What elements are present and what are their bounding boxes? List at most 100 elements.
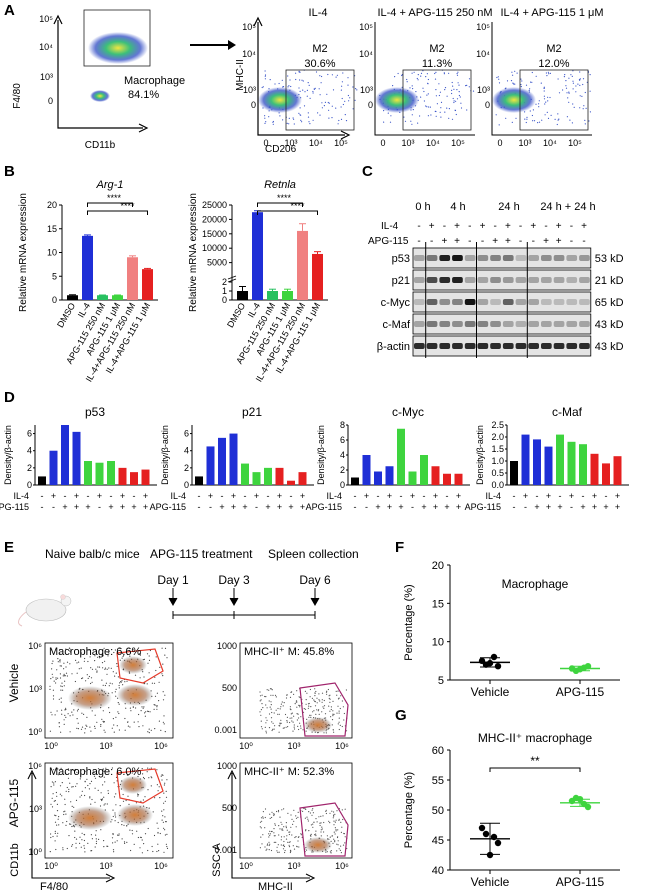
event-dot xyxy=(59,673,62,675)
event-dot xyxy=(336,843,338,845)
event-dot xyxy=(69,731,71,733)
event-dot xyxy=(315,830,317,832)
lane-sign: - xyxy=(443,221,446,232)
event-dot xyxy=(397,72,399,75)
event-dot xyxy=(161,810,163,812)
event-dot xyxy=(295,815,297,817)
event-dot xyxy=(74,770,76,772)
event-dot xyxy=(285,825,287,827)
bar xyxy=(613,456,622,485)
event-dot xyxy=(95,668,97,670)
event-dot xyxy=(64,714,66,717)
tick-label: 10⁰ xyxy=(28,727,42,737)
event-dot xyxy=(570,74,572,76)
event-dot xyxy=(320,835,322,837)
event-dot xyxy=(283,845,286,848)
event-dot xyxy=(314,87,316,89)
chart-title: MHC-II⁺ macrophage xyxy=(478,731,593,745)
event-dot xyxy=(286,829,288,831)
event-dot xyxy=(140,710,142,712)
event-dot xyxy=(314,834,316,836)
event-dot xyxy=(161,647,163,649)
event-dot xyxy=(278,713,280,715)
lane-sign: + xyxy=(387,491,392,501)
event-dot xyxy=(84,728,86,730)
lane-sign: + xyxy=(433,491,438,501)
axes xyxy=(491,22,592,136)
event-dot xyxy=(460,107,463,109)
blot-band xyxy=(579,343,590,349)
event-dot xyxy=(83,660,85,662)
lane-sign: - xyxy=(221,491,224,501)
tick-label: 10⁶ xyxy=(154,741,168,751)
event-dot xyxy=(313,699,315,701)
event-dot xyxy=(282,119,284,121)
event-dot xyxy=(305,703,307,705)
lane-sign: + xyxy=(300,491,305,501)
event-dot xyxy=(137,794,140,796)
event-dot xyxy=(148,655,150,657)
event-dot xyxy=(156,850,158,853)
event-dot xyxy=(281,828,283,830)
event-dot xyxy=(341,725,343,728)
event-dot xyxy=(144,712,146,714)
lane-sign: - xyxy=(198,502,201,512)
event-dot xyxy=(265,717,267,719)
bar xyxy=(298,472,307,485)
protein-label: p53 xyxy=(392,253,410,265)
event-dot xyxy=(84,732,86,734)
event-dot xyxy=(164,816,166,818)
event-dot xyxy=(55,791,58,794)
event-dot xyxy=(85,724,87,726)
event-dot xyxy=(440,116,442,118)
event-dot xyxy=(270,849,273,852)
event-dot xyxy=(284,849,286,852)
event-dot xyxy=(141,706,143,708)
row-label: IL-4 xyxy=(326,491,342,501)
event-dot xyxy=(293,724,295,726)
event-dot xyxy=(268,713,271,715)
lane-sign: - xyxy=(519,221,522,232)
event-dot xyxy=(272,728,274,731)
sig-bracket xyxy=(257,210,318,215)
event-dot xyxy=(106,668,108,670)
event-dot xyxy=(329,710,331,712)
event-dot xyxy=(338,717,340,719)
bar xyxy=(544,446,553,485)
event-dot xyxy=(334,833,336,835)
event-dot xyxy=(273,712,275,714)
event-dot xyxy=(83,847,86,849)
event-dot xyxy=(302,89,304,91)
event-dot xyxy=(98,666,101,668)
event-dot xyxy=(567,97,569,99)
event-dot xyxy=(306,718,308,721)
event-dot xyxy=(301,121,303,123)
event-dot xyxy=(266,707,268,709)
event-dot xyxy=(87,842,89,845)
event-dot xyxy=(426,106,428,108)
event-dot xyxy=(153,708,155,711)
event-dot xyxy=(142,776,145,779)
event-dot xyxy=(71,825,73,828)
event-dot xyxy=(260,709,262,711)
lane-sign: + xyxy=(603,502,608,512)
event-dot xyxy=(325,732,327,734)
lane-sign: - xyxy=(400,491,403,501)
tick-label: 15 xyxy=(432,598,444,610)
event-dot xyxy=(457,82,459,84)
event-dot xyxy=(129,829,131,831)
bar xyxy=(267,291,278,300)
tick-label: 6 xyxy=(27,429,32,439)
event-dot xyxy=(512,82,514,84)
event-dot xyxy=(321,701,323,703)
event-dot xyxy=(310,833,312,836)
event-dot xyxy=(266,848,268,850)
event-dot xyxy=(329,701,331,704)
event-dot xyxy=(341,97,343,100)
event-dot xyxy=(158,681,160,683)
event-dot xyxy=(276,810,278,813)
event-dot xyxy=(526,118,528,120)
event-dot xyxy=(56,824,58,826)
event-dot xyxy=(59,785,62,787)
